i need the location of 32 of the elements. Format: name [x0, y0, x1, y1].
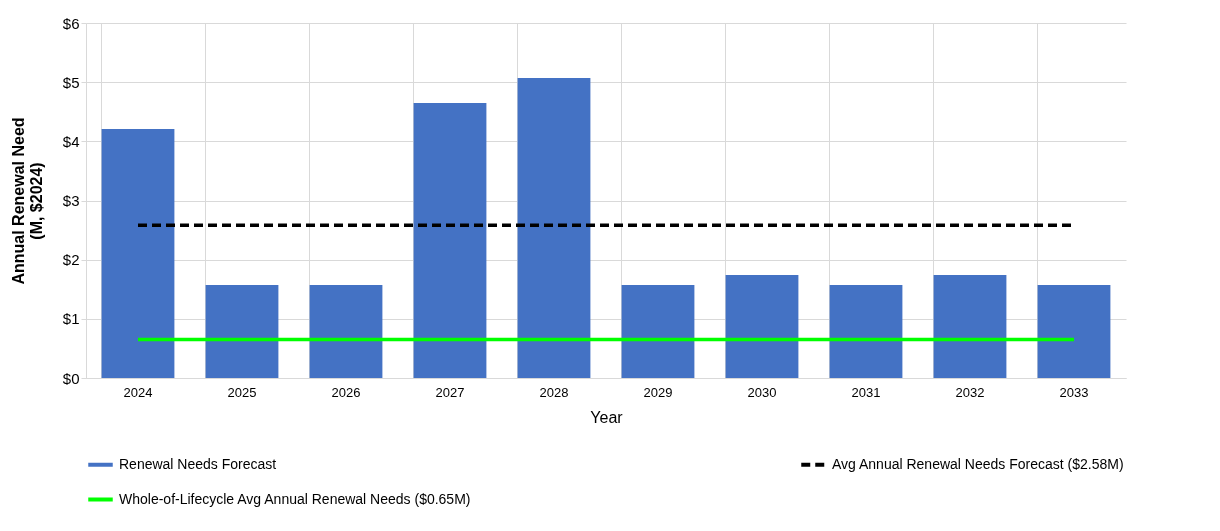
- y-axis-title: Annual Renewal Need (M, $2024): [9, 117, 45, 285]
- x-tick-label: 2025: [227, 384, 257, 400]
- bar: [933, 275, 1007, 378]
- bar: [413, 102, 487, 378]
- x-tick-label: 2029: [643, 384, 673, 400]
- y-tick-label: $3: [62, 192, 80, 209]
- x-tick-label: 2026: [331, 384, 361, 400]
- y-tick-label: $6: [62, 14, 80, 32]
- x-tick-label: 2027: [435, 384, 465, 400]
- bar: [725, 275, 799, 378]
- bar: [621, 285, 695, 378]
- legend-label: Avg Annual Renewal Needs Forecast ($2.58M): [832, 455, 1124, 472]
- x-tick-label: 2024: [123, 384, 153, 400]
- y-tick-label: $4: [62, 132, 80, 150]
- legend-label: Renewal Needs Forecast: [119, 455, 277, 472]
- bar: [101, 128, 175, 378]
- legend-label: Whole-of-Lifecycle Avg Annual Renewal Needs ($0.65M): [119, 490, 471, 507]
- x-tick-label: 2033: [1059, 384, 1089, 400]
- bar: [1037, 285, 1111, 378]
- x-axis-title: Year: [590, 408, 624, 426]
- y-tick-label: $5: [62, 73, 80, 91]
- bar: [205, 285, 279, 378]
- bar: [517, 78, 591, 378]
- x-tick-label: 2032: [955, 384, 985, 400]
- y-tick-label: $1: [62, 310, 80, 328]
- y-tick-label: $2: [62, 251, 80, 269]
- bar: [829, 285, 903, 378]
- y-tick-label: $0: [62, 369, 80, 387]
- bar: [309, 285, 383, 378]
- x-tick-label: 2028: [539, 384, 569, 400]
- x-tick-label: 2031: [851, 384, 881, 400]
- x-tick-label: 2030: [747, 384, 777, 400]
